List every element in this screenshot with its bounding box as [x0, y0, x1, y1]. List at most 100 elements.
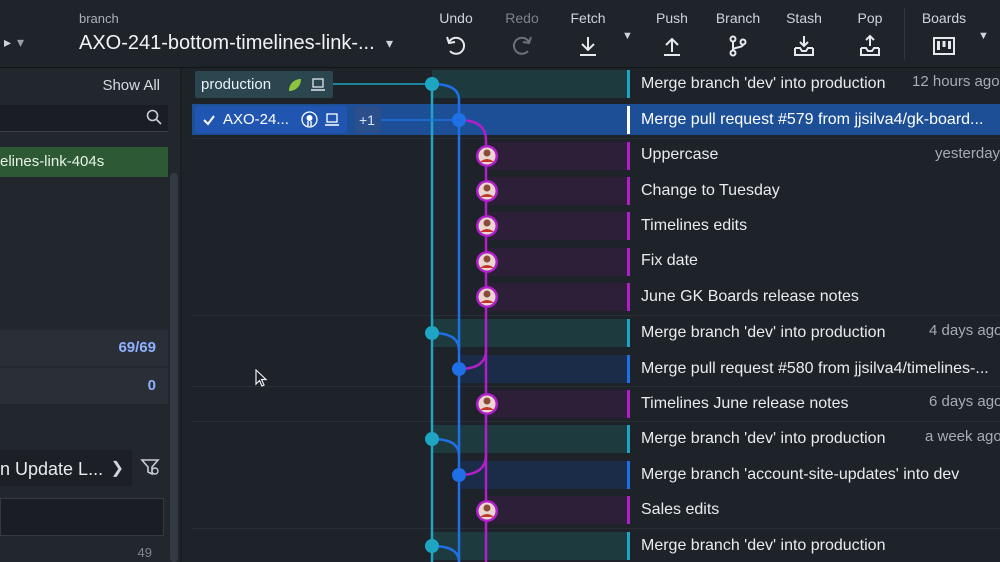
commit-lane-bar [627, 532, 630, 560]
production-tag-label: production [201, 76, 272, 93]
branch-icon [729, 35, 747, 57]
left-panel-scrollbar[interactable] [170, 173, 178, 562]
pop-icon [860, 34, 880, 56]
section-count-row-2[interactable]: 0 [0, 368, 168, 404]
commit-lane-bar [627, 355, 630, 383]
selected-branch-item[interactable]: elines-link-404s [0, 147, 168, 177]
undo-label: Undo [439, 10, 473, 26]
commit-lane-bar [627, 390, 630, 418]
more-refs-badge[interactable]: +1 [355, 106, 381, 133]
row-band [486, 142, 627, 170]
undo-icon [446, 36, 466, 55]
wip-dropdown[interactable]: n Update L... ❯ [0, 450, 132, 486]
commit-message[interactable]: Change to Tuesday [641, 182, 780, 199]
commit-dot [452, 362, 466, 376]
leaf-icon [289, 79, 301, 91]
branch-button[interactable]: Branch [706, 10, 770, 58]
author-avatar [476, 145, 498, 167]
boards-button[interactable]: Boards [912, 10, 976, 58]
commit-message[interactable]: June GK Boards release notes [641, 288, 859, 305]
row-separator [192, 528, 1000, 529]
commit-lane-bar [627, 106, 630, 134]
push-label: Push [656, 10, 688, 26]
row-band [486, 283, 627, 311]
boards-options-caret[interactable]: ▼ [978, 30, 989, 42]
fetch-button[interactable]: Fetch [556, 10, 620, 58]
chevron-down-icon: ❯ [110, 460, 124, 477]
commit-message[interactable]: Timelines June release notes [641, 395, 849, 412]
production-branch-tag[interactable]: production [195, 71, 333, 98]
fetch-options-caret[interactable]: ▼ [622, 30, 633, 42]
section-count-a: 69/69 [118, 339, 156, 356]
laptop-icon [325, 113, 339, 126]
more-refs-count: +1 [359, 112, 375, 128]
commit-message[interactable]: Merge pull request #580 from jjsilva4/ti… [641, 360, 989, 377]
redo-icon [512, 36, 532, 55]
commit-lane-bar [627, 425, 630, 453]
commit-dot [452, 113, 466, 127]
redo-button[interactable]: Redo [490, 10, 554, 58]
branch-label: branch [79, 11, 119, 26]
commit-message[interactable]: Uppercase [641, 146, 719, 163]
commit-dot [425, 77, 439, 91]
row-separator [192, 138, 1000, 139]
fetch-icon [580, 37, 596, 56]
current-branch-tag[interactable]: AXO-24... [195, 106, 347, 133]
author-avatar [476, 180, 498, 202]
push-button[interactable]: Push [640, 10, 704, 58]
search-icon [146, 109, 162, 125]
row-separator [192, 386, 1000, 387]
toolbar: ▸ ▾ branch AXO-241-bottom-timelines-link-… [0, 0, 1000, 68]
commit-lane-bar [627, 70, 630, 98]
commit-lane-bar [627, 496, 630, 524]
stash-icon [794, 36, 814, 56]
show-all-link[interactable]: Show All [102, 77, 160, 94]
undo-button[interactable]: Undo [424, 10, 488, 58]
row-separator [192, 421, 1000, 422]
pop-button[interactable]: Pop [838, 10, 902, 58]
current-branch-tag-label: AXO-24... [223, 111, 289, 128]
row-band [432, 532, 627, 560]
row-band [432, 319, 627, 347]
repo-dropdown[interactable]: ▸ ▾ [4, 34, 25, 50]
commit-message[interactable]: Timelines edits [641, 217, 748, 234]
branch-search-input[interactable] [0, 105, 168, 132]
commit-message[interactable]: Merge branch 'dev' into production [641, 430, 886, 447]
author-avatar [476, 500, 498, 522]
fetch-label: Fetch [570, 10, 606, 26]
commit-summary-input[interactable] [0, 498, 164, 536]
commit-lane-bar [627, 319, 630, 347]
character-count: 49 [137, 545, 152, 560]
redo-label: Redo [505, 10, 539, 26]
author-avatar [476, 251, 498, 273]
boards-icon [933, 37, 955, 55]
author-avatar [476, 286, 498, 308]
commit-lane-bar [627, 283, 630, 311]
section-count-row[interactable]: 69/69 [0, 330, 168, 366]
branch-tool-label: Branch [715, 10, 761, 26]
commit-message[interactable]: Fix date [641, 252, 698, 269]
wip-dropdown-label: n Update L... [0, 459, 104, 479]
boards-label: Boards [921, 10, 967, 26]
commit-message[interactable]: Merge branch 'account-site-updates' into… [641, 466, 960, 483]
left-panel: Show All elines-link-404s 69/69 0 n Upda… [0, 68, 180, 562]
stash-button[interactable]: Stash [772, 10, 836, 58]
commit-message[interactable]: Merge branch 'dev' into production [641, 324, 886, 341]
stash-label: Stash [786, 10, 822, 26]
commit-message[interactable]: Merge branch 'dev' into production [641, 75, 886, 92]
author-avatar [476, 393, 498, 415]
commit-message[interactable]: Merge branch 'dev' into production [641, 537, 886, 554]
commit-message[interactable]: Sales edits [641, 501, 720, 518]
filter-icon[interactable] [140, 457, 160, 477]
laptop-icon [311, 78, 325, 91]
row-separator [192, 315, 1000, 316]
commit-lane-bar [627, 248, 630, 276]
checkmark-icon [203, 115, 215, 126]
current-branch-name[interactable]: AXO-241-bottom-timelines-link-... [79, 32, 375, 54]
branch-dropdown-caret[interactable]: ▾ [386, 35, 394, 51]
commit-time: yesterday [935, 145, 1000, 162]
row-band [486, 177, 627, 205]
commit-dot [425, 539, 439, 553]
commit-lane-bar [627, 461, 630, 489]
